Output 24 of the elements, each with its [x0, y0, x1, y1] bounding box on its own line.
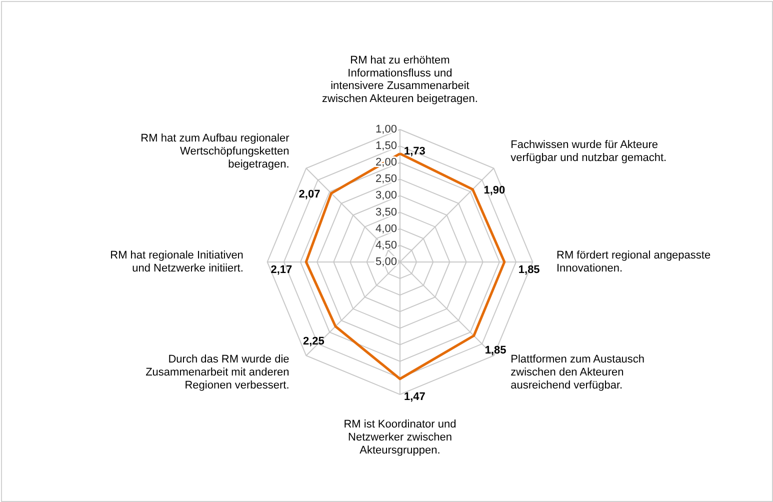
- y-tick-label: 5,00: [376, 256, 397, 268]
- y-tick-label: 4,50: [376, 239, 397, 252]
- spoke-label: Plattformen zum Austausch zwischen den Akteuren ausreichend verfügbar.: [510, 354, 645, 392]
- data-label: 2,07: [298, 188, 320, 200]
- data-label: 2,17: [270, 264, 292, 276]
- y-tick-label: 1,00: [376, 123, 397, 136]
- spoke-label: RM ist Koordinator und Netzwerker zwischen Akteursgruppen.: [344, 418, 456, 457]
- spoke-label: RM hat zu erhöhtem Informationsfluss und intensivere Zusammenarbeit zwischen Akteuren beigetragen.: [322, 54, 478, 106]
- spoke-label: Durch das RM wurde die Zusammenarbeit mit anderen Regionen verbessert.: [146, 354, 290, 392]
- spoke-label: RM hat regionale Initiativen und Netzwerke initiiert.: [110, 249, 244, 274]
- data-label: 1,47: [404, 390, 426, 403]
- y-tick-label: 1,50: [376, 140, 397, 152]
- data-label: 2,25: [303, 335, 324, 348]
- y-tick-label: 2,50: [376, 173, 397, 186]
- data-label: 1,90: [484, 184, 506, 196]
- y-tick-label: 3,50: [376, 206, 397, 218]
- spoke-label: RM hat zum Aufbau regionaler Wertschöpfungsketten beigetragen.: [140, 132, 290, 170]
- y-tick-label: 4,00: [376, 222, 397, 235]
- y-tick-label: 3,00: [376, 190, 397, 202]
- spoke-label: RM fördert regional angepasste Innovationen.: [556, 249, 711, 274]
- data-label: 1,73: [404, 146, 426, 158]
- spoke-label: Fachwissen wurde für Akteure verfügbar und nutzbar gemacht.: [510, 138, 667, 164]
- data-label: 1,85: [484, 344, 506, 357]
- data-label: 1,85: [518, 264, 540, 276]
